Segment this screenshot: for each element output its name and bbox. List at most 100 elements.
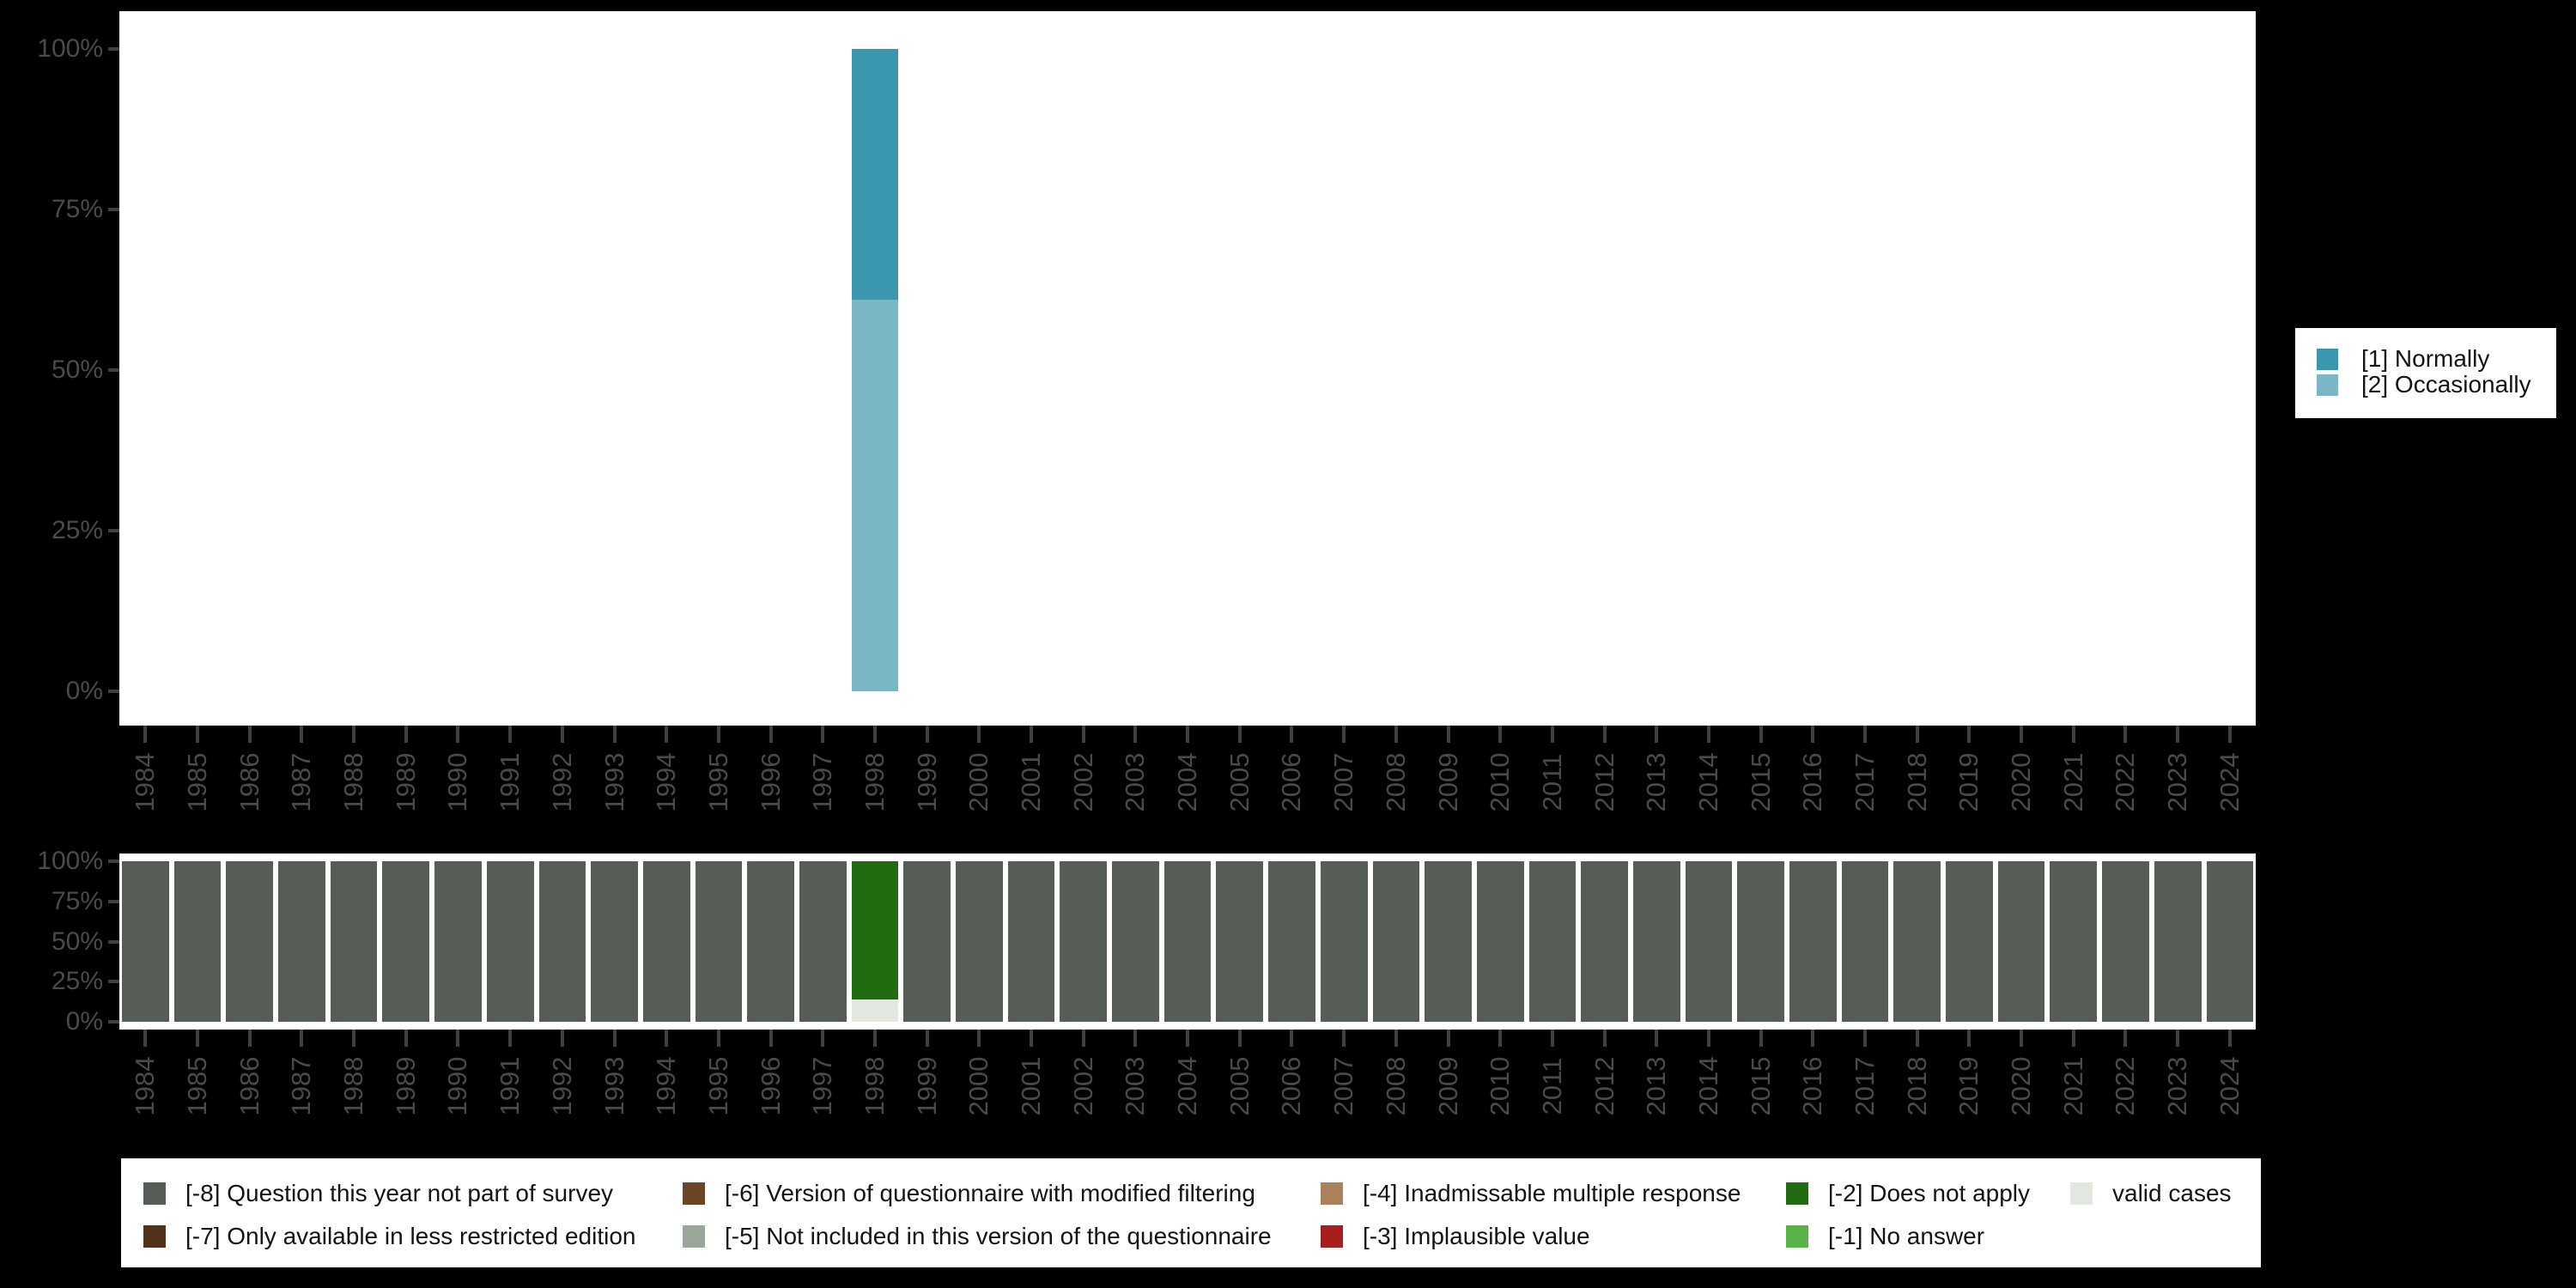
- x-axis-tick-label: 2014: [1692, 752, 1723, 812]
- x-axis-slot: 2017: [1839, 726, 1892, 837]
- bar-slot-1987: [276, 861, 328, 1022]
- x-axis-tick-mark: [404, 726, 408, 743]
- x-axis-tick-mark: [1394, 726, 1398, 743]
- bar-segment: [1528, 861, 1577, 1022]
- x-axis-tick-mark: [1081, 726, 1085, 743]
- x-axis-tick-label: 2024: [2214, 1056, 2245, 1116]
- bar-slot-2018: [1891, 49, 1943, 691]
- values-legend: [1] Normally [2] Occasionally: [2295, 328, 2556, 418]
- bar-segment: [173, 861, 222, 1022]
- bar-slot-2004: [1162, 861, 1214, 1022]
- x-axis-slot: 1993: [588, 726, 641, 837]
- bar-slot-1996: [744, 861, 797, 1022]
- y-axis-tick-mark: [108, 1020, 119, 1024]
- bar-slot-2024: [2204, 861, 2257, 1022]
- x-axis-tick-label: 2021: [2057, 1056, 2088, 1116]
- y-axis-tick-mark: [108, 529, 119, 532]
- legend-item-label: [1] Normally: [2361, 345, 2490, 372]
- bar-slot-2014: [1683, 49, 1735, 691]
- x-axis-tick-label: 2021: [2057, 752, 2088, 812]
- x-axis-tick-mark: [508, 1030, 513, 1047]
- legend-item: [-8] Question this year not part of surv…: [143, 1182, 613, 1206]
- x-axis-tick-mark: [247, 1030, 252, 1047]
- bar-slot-2021: [2047, 49, 2099, 691]
- bar-slot-2001: [1005, 49, 1058, 691]
- bar-slot-2014: [1683, 861, 1735, 1022]
- legend-item: [-7] Only available in less restricted e…: [143, 1224, 635, 1249]
- bar-segment: [2154, 861, 2202, 1022]
- x-axis-tick-label: 1994: [651, 752, 682, 812]
- bar-segment: [851, 299, 899, 691]
- bar-segment: [642, 861, 690, 1022]
- y-axis-tick-label: 100%: [37, 34, 103, 63]
- x-axis-slot: 2003: [1109, 726, 1162, 837]
- x-axis-slot: 1984: [119, 1030, 172, 1141]
- legend-item: [-2] Does not apply: [1786, 1182, 2030, 1206]
- x-axis-tick-mark: [560, 726, 564, 743]
- bar-slot-2015: [1735, 49, 1787, 691]
- x-axis-slot: 1985: [172, 1030, 224, 1141]
- x-axis-tick-mark: [300, 1030, 304, 1047]
- x-axis-tick-label: 1992: [546, 752, 577, 812]
- y-axis-tick-label: 25%: [51, 516, 103, 544]
- bar-slot-1995: [693, 49, 745, 691]
- bar-slot-2011: [1527, 861, 1579, 1022]
- x-axis-slot: 2020: [1996, 726, 2048, 837]
- bar-slot-2002: [1057, 861, 1109, 1022]
- x-axis-tick-label: 1989: [390, 1056, 421, 1116]
- legend-item: valid cases: [2070, 1182, 2232, 1206]
- x-axis-tick-label: 1993: [598, 752, 629, 812]
- x-axis-slot: 1995: [693, 726, 745, 837]
- chart-panel: [119, 11, 2256, 726]
- x-axis-tick-mark: [1967, 726, 1971, 743]
- bar-segment: [382, 861, 430, 1022]
- x-axis-tick-mark: [2020, 726, 2024, 743]
- x-axis-slot: 2014: [1683, 726, 1735, 837]
- bars-area: [119, 49, 2256, 691]
- x-axis-tick-label: 2013: [1641, 752, 1672, 812]
- bar-slot-2017: [1839, 861, 1892, 1022]
- y-axis-tick-label: 50%: [51, 927, 103, 956]
- x-axis-tick-label: 1991: [495, 1056, 526, 1116]
- bar-segment: [1841, 861, 1889, 1022]
- bar-segment: [538, 861, 586, 1022]
- x-axis-slot: 2024: [2204, 1030, 2257, 1141]
- x-axis-tick-mark: [1602, 1030, 1607, 1047]
- bar-segment: [1268, 861, 1315, 1022]
- x-axis-tick-label: 1994: [651, 1056, 682, 1116]
- x-axis-tick-mark: [1863, 1030, 1868, 1047]
- bar-segment: [1060, 861, 1108, 1022]
- x-axis-tick-label: 1997: [807, 1056, 838, 1116]
- x-axis-tick-mark: [352, 726, 356, 743]
- bar-segment: [2102, 861, 2149, 1022]
- legend-item: [2] Occasionally: [2317, 373, 2531, 397]
- x-axis-tick-label: 2008: [1380, 1056, 1411, 1116]
- bar-segment: [747, 861, 794, 1022]
- x-axis-slot: 1985: [172, 726, 224, 837]
- x-axis-slot: 2019: [1943, 726, 1996, 837]
- chart-panel: [119, 854, 2256, 1030]
- x-axis-tick-mark: [1811, 1030, 1815, 1047]
- x-axis-tick-label: 1999: [911, 752, 942, 812]
- legend-item-label: [-3] Implausible value: [1363, 1223, 1590, 1249]
- legend-swatch: [2317, 374, 2338, 396]
- x-axis-slot: 1994: [641, 1030, 693, 1141]
- legend-item-label: [-1] No answer: [1828, 1223, 1985, 1249]
- bar-segment: [1476, 861, 1524, 1022]
- bar-slot-2013: [1631, 861, 1683, 1022]
- x-axis-tick-label: 2004: [1172, 1056, 1203, 1116]
- x-axis-tick-mark: [716, 1030, 720, 1047]
- x-axis-tick-label: 2015: [1745, 752, 1776, 812]
- x-axis-tick-label: 2006: [1276, 1056, 1307, 1116]
- x-axis-tick-label: 2005: [1224, 1056, 1255, 1116]
- bar-segment: [1632, 861, 1680, 1022]
- x-axis-slot: 1987: [276, 1030, 328, 1141]
- x-axis-tick-mark: [821, 1030, 825, 1047]
- x-axis-tick-mark: [2227, 726, 2232, 743]
- bar-slot-2020: [1996, 49, 2048, 691]
- x-axis-slot: 1998: [849, 1030, 902, 1141]
- x-axis-slot: 2019: [1943, 1030, 1996, 1141]
- x-axis-tick-label: 1995: [702, 1056, 733, 1116]
- x-axis-slot: 1996: [744, 1030, 797, 1141]
